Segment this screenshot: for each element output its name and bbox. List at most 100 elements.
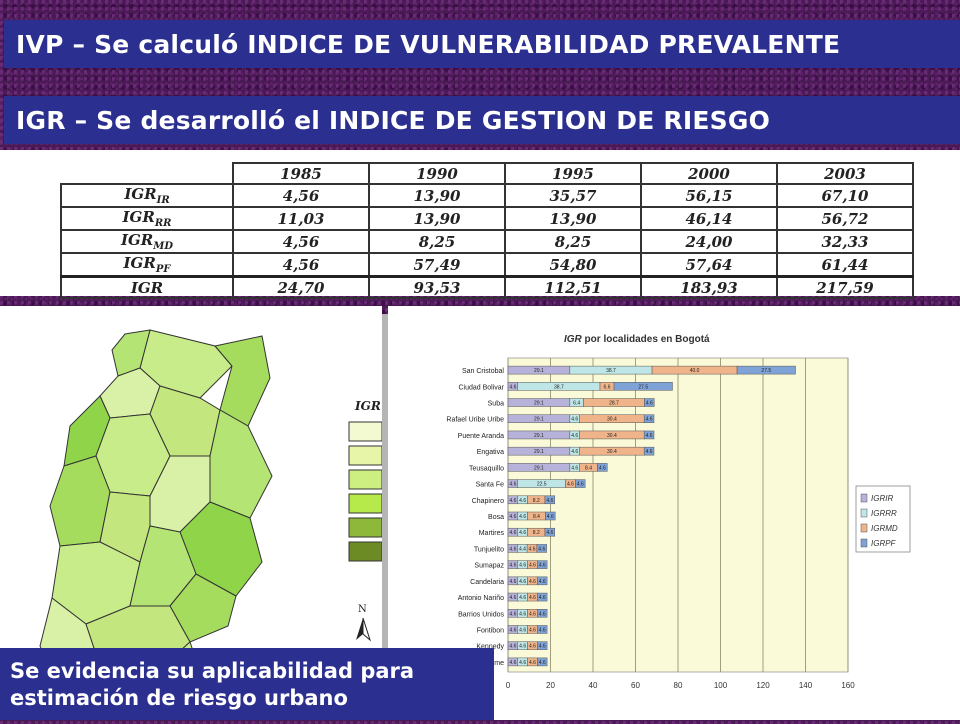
chart-segment-label: 4.6 [646, 417, 653, 423]
north-arrow-icon [356, 618, 363, 640]
chart-segment-label: 4.6 [509, 611, 516, 617]
chart-segment-label: 4.6 [539, 563, 546, 569]
table-cell: 93,53 [368, 275, 506, 299]
table-cell: 54,80 [504, 252, 642, 278]
chart-bar-segment [643, 446, 655, 456]
chart-bars: 29.1 38.7 40.0 27.5 4.6 38.7 6.6 27.5 29.1 6.4 28.… [507, 365, 796, 667]
chart-category-label: Rafael Uribe Uribe [446, 417, 504, 424]
chart-x-tick-label: 100 [714, 681, 728, 690]
chart-segment-label: 4.4 [519, 546, 526, 552]
chart-category-label: Fontibon [477, 627, 504, 634]
table-cell: 11,03 [232, 206, 370, 231]
chart-segment-label: 4.6 [509, 498, 516, 504]
chart-segment-label: 6.4 [573, 401, 580, 407]
chart-segment-label: 29.1 [534, 368, 544, 374]
chart-bar-segment [575, 479, 586, 488]
table-cell: 4,56 [232, 183, 370, 208]
north-arrow-icon-right [362, 617, 372, 642]
table-cell: 35,57 [504, 183, 642, 208]
chart-x-tick-label: 20 [546, 681, 555, 690]
chart-category-label: Candelaria [470, 579, 504, 586]
north-label: N [358, 604, 367, 615]
table-row-label: IGRMD [60, 229, 234, 254]
table-row: IGRPF 4,56 57,49 54,80 57,64 61,44 [60, 252, 914, 278]
map-legend-swatch [348, 469, 383, 490]
igr-table: 1985 1990 1995 2000 2003 IGRIR 4,56 13,90 35,57 5… [60, 162, 914, 299]
table-corner-cell [61, 163, 234, 185]
chart-category-label: Usme [486, 660, 504, 667]
chart-category-label: Antonio Nariño [458, 595, 504, 602]
table-row-label: IGR [60, 275, 234, 299]
row-label-sub: PF [155, 264, 171, 275]
chart-bar-segment [537, 592, 548, 602]
chart-segment-label: 4.6 [519, 627, 526, 633]
chart-segment-label: 29.1 [534, 465, 544, 471]
chart-category-labels: San Cristobal Ciudad Bolivar Suba Rafael Ur… [446, 368, 504, 667]
chart-x-tick-label: 140 [799, 681, 813, 690]
chart-segment-label: 4.6 [509, 595, 516, 601]
title-ivp-text: IVP – Se calculó INDICE DE VULNERABILIDA… [16, 29, 841, 59]
table-cell: 183,93 [640, 275, 778, 299]
chart-segment-label: 29.1 [534, 449, 544, 455]
chart-legend-label: IGRMD [871, 524, 898, 533]
chart-segment-label: 4.6 [577, 482, 584, 488]
chart-segment-label: 4.6 [546, 498, 553, 504]
chart-segment-label: 4.6 [539, 627, 546, 633]
chart-x-tick-label: 0 [506, 681, 511, 690]
chart-title: IGR por localidades en Bogotá [564, 334, 710, 345]
table-cell: 61,44 [776, 252, 914, 278]
chart-legend-label: IGRRR [871, 509, 897, 518]
chart-segment-label: 28.7 [609, 401, 619, 407]
chart-legend-label: IGRIR [871, 494, 893, 503]
table-header-row: 1985 1990 1995 2000 2003 [61, 162, 914, 185]
table-row: IGRIR 4,56 13,90 35,57 56,15 67,10 [60, 183, 914, 208]
chart-segment-label: 30.4 [607, 449, 617, 455]
chart-segment-label: 30.4 [607, 433, 617, 439]
chart-segment-label: 30.4 [607, 417, 617, 423]
chart-legend-swatch [860, 493, 868, 503]
row-label-base: IGR [120, 231, 154, 249]
chart-segment-label: 4.6 [519, 660, 526, 666]
map-locality-region [209, 409, 273, 519]
chart-x-tick-label: 60 [631, 681, 640, 690]
table-cell: 8,25 [368, 229, 506, 254]
chart-segment-label: 4.6 [509, 546, 516, 552]
chart-segment-label: 4.6 [529, 644, 536, 650]
table-row-label: IGRRR [60, 206, 234, 231]
table-year-header: 2003 [776, 162, 914, 185]
chart-segment-label: 38.7 [606, 368, 616, 374]
chart-x-tick-label: 160 [841, 681, 855, 690]
table-cell: 4,56 [232, 252, 370, 278]
chart-segment-label: 4.6 [519, 579, 526, 585]
chart-bar-segment [544, 527, 556, 537]
chart-x-tick-label: 80 [674, 681, 683, 690]
chart-segment-label: 4.6 [529, 611, 536, 617]
panel-divider [382, 314, 388, 720]
chart-segment-label: 38.7 [554, 384, 564, 390]
map-legend-title: IGR p [354, 399, 382, 413]
chart-segment-label: 4.6 [509, 627, 516, 633]
table-cell: 13,90 [368, 183, 506, 208]
table-cell: 32,33 [776, 229, 914, 254]
chart-segment-label: 29.1 [534, 433, 544, 439]
chart-category-label: Puente Aranda [458, 433, 504, 440]
chart-segment-label: 4.6 [539, 660, 546, 666]
chart-segment-label: 4.6 [646, 449, 653, 455]
title-banner-ivp: IVP – Se calculó INDICE DE VULNERABILIDA… [4, 20, 960, 68]
row-label-base: IGR [130, 278, 164, 297]
table-cell: 56,15 [640, 183, 778, 208]
chart-legend-swatch [860, 523, 868, 533]
chart-bar-segment [736, 365, 796, 375]
chart-title-rest: por localidades en Bogotá [582, 334, 710, 345]
map-legend-swatch [348, 421, 383, 442]
chart-bar-segment [643, 430, 655, 440]
bogota-map-panel: IGR p N [0, 306, 394, 721]
chart-x-tick-label: 120 [756, 681, 770, 690]
chart-segment-label: 4.6 [539, 595, 546, 601]
chart-segment-label: 4.6 [519, 514, 526, 520]
chart-segment-label: 4.6 [519, 498, 526, 504]
chart-segment-label: 27.5 [638, 384, 648, 390]
chart-category-label: Santa Fe [476, 482, 505, 489]
table-year-header: 1995 [504, 162, 642, 185]
chart-bar-segment [644, 398, 655, 407]
